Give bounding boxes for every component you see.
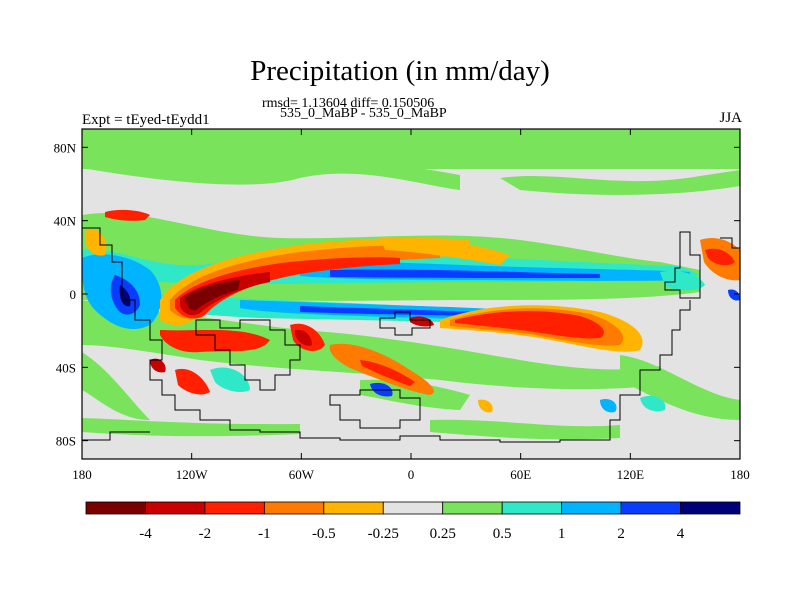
lat-tick-label: 80S (56, 434, 76, 449)
colorbar-label: -0.5 (312, 526, 336, 542)
colorbar-swatch (680, 501, 741, 515)
colorbar-label: 4 (677, 526, 685, 542)
lat-tick-label: 80N (54, 140, 77, 155)
colorbar-label: 1 (558, 526, 566, 542)
northern-positive-streak (82, 160, 460, 190)
colorbar-swatch (501, 501, 563, 515)
colorbar-label: -0.25 (368, 526, 399, 542)
experiment-label: Expt = tEyed-tEydd1 (82, 112, 210, 128)
longitude-axis: 180 120W 60W 0 60E 120E 180 (72, 129, 750, 482)
colorbar-swatch (442, 501, 503, 515)
lon-tick-label: 120E (617, 467, 645, 482)
colorbar-swatch (382, 501, 444, 515)
colorbar-swatch (204, 501, 265, 515)
colorbar-swatch (263, 501, 325, 515)
lat-tick-label: 40N (54, 214, 77, 229)
runs-line: 535_0_MaBP - 535_0_MaBP (280, 106, 447, 121)
colorbar-label: -1 (258, 526, 271, 542)
lon-tick-label: 60E (510, 467, 531, 482)
lat-tick-label: 0 (70, 287, 77, 302)
lon-tick-label: 180 (730, 467, 750, 482)
colorbar-swatch (145, 501, 206, 515)
colorbar-label: 0.5 (493, 526, 512, 542)
latitude-axis: 80N 40N 0 40S 80S (54, 140, 740, 449)
lon-tick-label: 120W (176, 467, 209, 482)
colorbar-swatch (85, 501, 146, 515)
precip-difference-field (82, 129, 740, 440)
colorbar-label: -2 (199, 526, 212, 542)
coastlines (82, 227, 740, 443)
colorbar-label: 0.25 (430, 526, 456, 542)
colorbar: -4 -2 -1 -0.5 -0.25 0.25 0.5 1 2 4 (85, 501, 741, 542)
lat-tick-label: 40S (56, 360, 76, 375)
stats-line: rmsd= 1.13604 diff= 0.150506 (262, 96, 435, 111)
colorbar-swatch (561, 501, 622, 515)
lon-tick-label: 60W (289, 467, 315, 482)
lon-tick-label: 180 (72, 467, 92, 482)
colorbar-swatch (323, 501, 384, 515)
colorbar-label: -4 (139, 526, 152, 542)
arctic-positive-band (82, 129, 740, 169)
lon-tick-label: 0 (408, 467, 415, 482)
chart-title: Precipitation (in mm/day) (250, 55, 550, 87)
colorbar-label: 2 (617, 526, 625, 542)
colorbar-swatch (620, 501, 681, 515)
season-label: JJA (719, 110, 742, 126)
